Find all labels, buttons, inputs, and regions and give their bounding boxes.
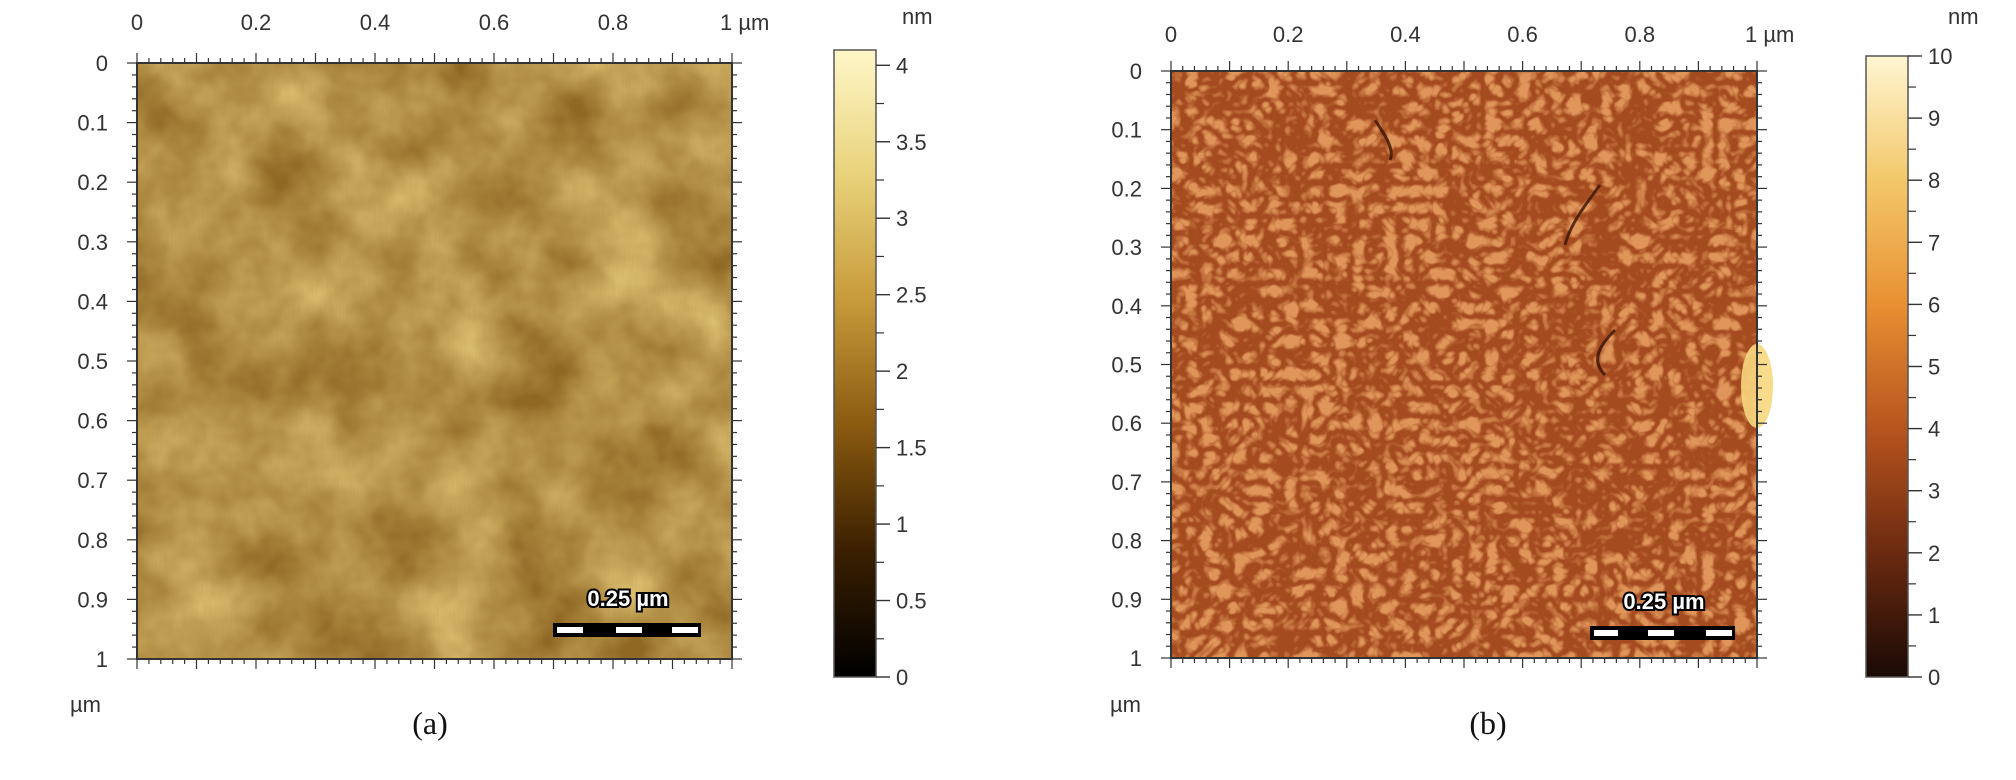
scale-bar-label-b: 0.25 µm xyxy=(1623,589,1704,614)
y-tick-labels-a: 0 0.1 0.2 0.3 0.4 0.5 0.6 0.7 0.8 0.9 1 xyxy=(77,51,108,672)
y-tick-label: 0.8 xyxy=(77,528,108,553)
y-tick-label: 0.4 xyxy=(1111,294,1142,319)
colorbar-tick-label: 2 xyxy=(896,359,908,384)
x-tick-labels-a: 0 0.2 0.4 0.6 0.8 1 µm xyxy=(131,10,769,35)
y-tick-label: 1 xyxy=(96,647,108,672)
x-tick-label: 0 xyxy=(1165,22,1177,47)
y-tick-label: 0.1 xyxy=(1111,118,1142,143)
colorbar-tick-label: 9 xyxy=(1928,106,1940,131)
y-tick-label: 0.6 xyxy=(1111,411,1142,436)
colorbar-tick-label: 3.5 xyxy=(896,130,927,155)
colorbar-b xyxy=(1865,55,1909,678)
y-tick-label: 0 xyxy=(96,51,108,76)
x-tick-label: 1 µm xyxy=(1745,22,1794,47)
x-tick-label: 0.2 xyxy=(241,10,272,35)
scale-bar-a: 0.25 µm xyxy=(553,584,701,637)
y-tick-label: 0.4 xyxy=(77,289,108,314)
scale-bar-label-a: 0.25 µm xyxy=(587,586,668,611)
colorbar-tick-label: 3 xyxy=(896,206,908,231)
colorbar-tick-label: 7 xyxy=(1928,230,1940,255)
y-tick-label: 0.5 xyxy=(77,349,108,374)
x-tick-label: 0 xyxy=(131,10,143,35)
y-tick-label: 0.3 xyxy=(77,230,108,255)
colorbar-unit-b: nm xyxy=(1948,4,1979,29)
colorbar-tick-label: 8 xyxy=(1928,168,1940,193)
axis-unit-a: µm xyxy=(70,692,101,717)
x-tick-label: 0.8 xyxy=(1625,22,1656,47)
afm-image-b-texture xyxy=(1171,71,1757,658)
colorbar-tick-label: 4 xyxy=(1928,417,1940,442)
y-tick-label: 0.5 xyxy=(1111,353,1142,378)
panel-a: 0 0.2 0.4 0.6 0.8 1 µm 0 0.1 0.2 0.3 0.4 0.5 0.6 0.7… xyxy=(70,4,933,741)
y-tick-label: 0.1 xyxy=(77,111,108,136)
colorbar-tick-label: 10 xyxy=(1928,44,1952,69)
colorbar-a xyxy=(833,49,877,678)
colorbar-tick-label: 1 xyxy=(896,512,908,537)
scale-bar-b: 0.25 µm xyxy=(1590,587,1735,640)
colorbar-tick-label: 5 xyxy=(1928,355,1940,380)
afm-image-a-texture xyxy=(137,63,732,659)
colorbar-tick-label: 1.5 xyxy=(896,436,927,461)
panel-caption-b: (b) xyxy=(1469,705,1506,741)
crack-feature-b xyxy=(1373,119,1617,377)
panel-caption-a: (a) xyxy=(412,705,448,741)
colorbar-tick-label: 3 xyxy=(1928,479,1940,504)
y-tick-label: 0.2 xyxy=(77,170,108,195)
axis-ticks-b xyxy=(1161,61,1767,668)
x-tick-label: 0.4 xyxy=(1390,22,1421,47)
colorbar-tick-label: 0.5 xyxy=(896,589,927,614)
y-tick-label: 0.7 xyxy=(77,468,108,493)
colorbar-tick-label: 0 xyxy=(896,665,908,690)
y-tick-label: 0 xyxy=(1130,59,1142,84)
colorbar-tick-label: 0 xyxy=(1928,665,1940,690)
y-tick-label: 0.9 xyxy=(1111,587,1142,612)
panel-b: 0 0.2 0.4 0.6 0.8 1 µm 0 0.1 0.2 0.3 0.4 0.5 0.6 0.7… xyxy=(1110,4,1979,741)
y-tick-labels-b: 0 0.1 0.2 0.3 0.4 0.5 0.6 0.7 0.8 0.9 1 xyxy=(1111,59,1142,671)
axis-ticks-a xyxy=(127,53,742,669)
x-tick-label: 1 µm xyxy=(720,10,769,35)
colorbar-ticks-a: 4 3.5 3 2.5 2 1.5 1 0.5 0 xyxy=(876,53,927,690)
y-tick-label: 0.7 xyxy=(1111,470,1142,495)
y-tick-label: 0.6 xyxy=(77,409,108,434)
x-tick-label: 0.4 xyxy=(360,10,391,35)
colorbar-tick-label: 1 xyxy=(1928,603,1940,628)
colorbar-unit-a: nm xyxy=(902,4,933,29)
colorbar-tick-label: 2 xyxy=(1928,541,1940,566)
colorbar-tick-label: 2.5 xyxy=(896,283,927,308)
y-tick-label: 0.3 xyxy=(1111,235,1142,260)
x-tick-label: 0.8 xyxy=(598,10,629,35)
y-tick-label: 0.9 xyxy=(77,587,108,612)
axis-unit-b: µm xyxy=(1110,692,1141,717)
x-tick-label: 0.6 xyxy=(479,10,510,35)
colorbar-tick-label: 4 xyxy=(896,53,908,78)
y-tick-label: 1 xyxy=(1130,646,1142,671)
y-tick-label: 0.2 xyxy=(1111,176,1142,201)
x-tick-labels-b: 0 0.2 0.4 0.6 0.8 1 µm xyxy=(1165,22,1794,47)
y-tick-label: 0.8 xyxy=(1111,529,1142,554)
x-tick-label: 0.2 xyxy=(1273,22,1304,47)
colorbar-tick-label: 6 xyxy=(1928,292,1940,317)
x-tick-label: 0.6 xyxy=(1507,22,1538,47)
